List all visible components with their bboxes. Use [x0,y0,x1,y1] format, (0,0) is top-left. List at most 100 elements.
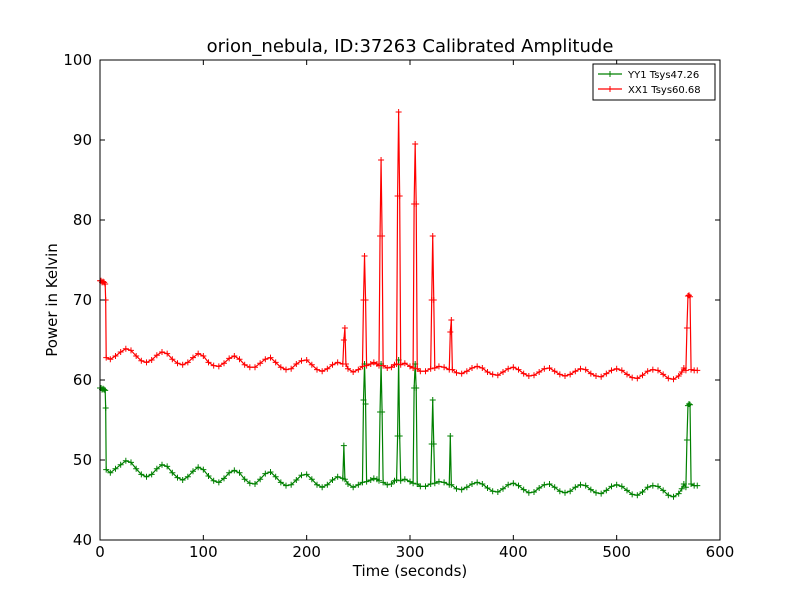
y-tick-label: 40 [73,531,92,549]
data-point-marker [388,364,395,371]
data-point-marker [241,476,248,483]
data-point-marker [441,479,448,486]
data-point-marker [314,366,320,373]
data-point-marker [670,493,677,500]
data-point-marker [453,485,460,492]
data-point-marker [345,481,351,487]
data-point-marker [359,363,366,370]
x-tick-label: 100 [189,543,218,561]
data-point-marker [520,370,527,377]
data-point-marker [463,484,470,491]
data-point-marker [340,442,347,449]
data-point-marker [430,441,437,447]
data-point-marker [431,365,438,371]
data-point-marker [350,369,357,375]
data-point-marker [608,483,615,490]
data-point-marker [694,482,701,489]
data-point-marker [350,484,357,491]
data-point-marker [531,372,537,379]
data-point-marker [117,461,124,468]
data-point-marker [675,490,682,497]
data-point-marker [624,487,630,494]
data-point-marker [678,369,685,375]
data-point-marker [688,481,695,487]
data-point-marker [190,354,196,361]
data-point-marker [397,477,404,484]
data-point-marker [226,469,233,476]
data-point-marker [577,481,584,488]
legend-swatch-marker [607,86,613,92]
data-point-marker [288,365,295,372]
data-point-marker [489,488,496,495]
data-point-marker [210,362,217,369]
data-point-marker [682,367,689,374]
data-point-marker [417,483,424,490]
data-point-marker [215,363,222,370]
data-point-marker [417,368,424,375]
data-point-marker [379,233,386,239]
data-point-marker [441,364,448,371]
data-point-marker [298,357,305,364]
data-point-marker [378,157,385,163]
data-point-marker [410,365,417,371]
x-tick-label: 200 [292,543,321,561]
data-point-marker [435,363,442,370]
data-point-marker [556,371,563,378]
data-point-marker [319,368,326,375]
data-point-marker [363,478,370,485]
data-point-marker [283,366,289,373]
data-point-marker [107,469,114,476]
data-point-marker [283,482,289,489]
data-point-marker [345,365,351,372]
data-point-marker [231,353,238,359]
data-point-marker [618,483,625,490]
data-point-marker [112,465,119,472]
data-point-marker [582,482,589,489]
data-point-marker [634,492,641,499]
data-point-marker [683,325,690,331]
legend-swatch-marker [607,71,613,77]
data-point-marker [639,372,646,379]
data-point-marker [510,480,517,487]
data-point-marker [370,475,377,482]
data-point-marker [688,366,695,373]
data-point-marker [449,366,456,373]
data-point-marker [665,375,672,382]
data-point-marker [324,481,331,488]
data-point-marker [384,365,391,371]
data-point-marker [361,253,368,259]
data-point-marker [556,488,563,495]
data-point-marker [246,364,253,371]
x-tick-label: 600 [706,543,735,561]
data-point-marker [479,481,486,487]
data-point-marker [355,366,362,373]
chart-title: orion_nebula, ID:37263 Calibrated Amplit… [207,36,614,57]
data-point-marker [138,471,145,478]
y-tick-label: 90 [73,131,92,149]
data-point-marker [474,479,481,486]
data-point-marker [367,361,374,367]
data-point-marker [427,365,434,372]
data-point-marker [293,361,300,367]
data-point-marker [413,201,420,207]
data-point-marker [546,481,553,487]
data-point-marker [169,469,176,476]
data-point-marker [577,365,584,372]
data-point-marker [169,356,176,363]
data-point-marker [414,481,421,487]
data-point-marker [687,401,694,408]
data-point-marker [613,365,620,372]
data-point-marker [484,485,491,491]
data-point-marker [128,347,134,354]
data-point-marker [494,372,501,379]
data-point-marker [395,109,402,115]
data-point-marker [639,489,646,495]
data-point-marker [655,483,661,490]
data-point-marker [360,397,367,403]
data-point-marker [505,365,512,372]
data-point-marker [148,357,155,363]
data-point-marker [388,481,395,487]
x-tick-label: 400 [499,543,528,561]
data-point-marker [541,365,548,372]
data-point-marker [179,361,186,368]
